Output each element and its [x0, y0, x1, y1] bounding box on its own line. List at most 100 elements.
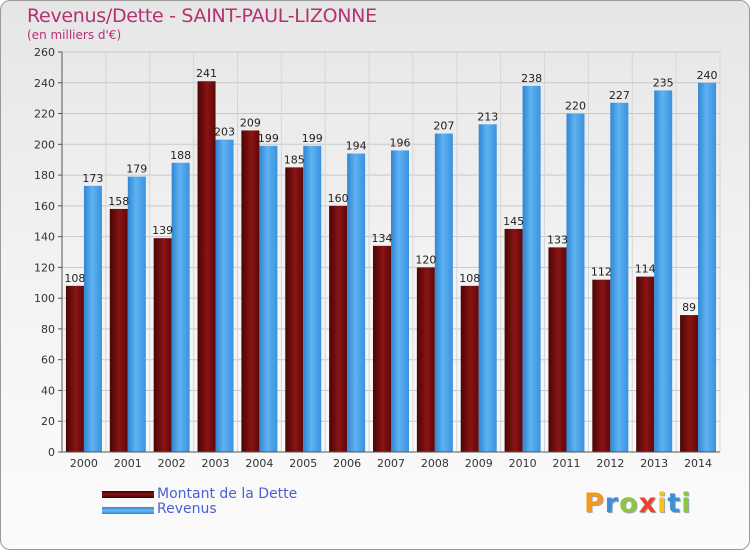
- x-tick-label: 2004: [245, 457, 273, 470]
- logo-letter: o: [619, 488, 639, 519]
- value-label-debt-2014: 89: [682, 301, 696, 314]
- legend-label-revenus: Revenus: [157, 501, 217, 517]
- value-label-debt-2008: 120: [415, 253, 436, 266]
- x-tick-label: 2001: [114, 457, 142, 470]
- y-tick-label: 260: [34, 46, 55, 59]
- value-label-debt-2002: 139: [152, 224, 173, 237]
- value-label-debt-2013: 114: [635, 263, 656, 276]
- x-tick-label: 2011: [552, 457, 580, 470]
- chart-title: Revenus/Dette - SAINT-PAUL-LIZONNE: [27, 5, 377, 27]
- y-tick-label: 20: [41, 415, 55, 428]
- value-label-revenus-2008: 207: [433, 120, 454, 133]
- bar-revenus-2003: [215, 139, 234, 452]
- y-tick-label: 140: [34, 231, 55, 244]
- bar-debt-2010: [504, 228, 523, 452]
- x-tick-label: 2003: [202, 457, 230, 470]
- bar-debt-2000: [65, 285, 84, 452]
- bar-revenus-2013: [654, 90, 673, 452]
- bar-revenus-2000: [83, 185, 102, 452]
- logo-letter: x: [638, 488, 658, 519]
- bars: [65, 81, 717, 453]
- bar-debt-2013: [636, 276, 655, 452]
- bar-revenus-2012: [610, 102, 629, 453]
- y-tick-label: 80: [41, 323, 55, 336]
- legend-label-debt: Montant de la Dette: [157, 486, 298, 502]
- bar-revenus-2008: [434, 133, 453, 453]
- bar-debt-2004: [241, 130, 260, 452]
- y-tick-label: 240: [34, 77, 55, 90]
- value-label-revenus-2001: 179: [126, 163, 147, 176]
- bar-debt-2003: [197, 81, 216, 452]
- legend-swatch-debt: [102, 491, 154, 498]
- value-label-revenus-2011: 220: [565, 100, 586, 113]
- bar-debt-2005: [285, 167, 304, 452]
- bar-debt-2008: [416, 267, 435, 452]
- x-tick-label: 2008: [421, 457, 449, 470]
- value-label-debt-2010: 145: [503, 215, 524, 228]
- value-label-revenus-2010: 238: [521, 72, 542, 85]
- bar-revenus-2006: [347, 153, 366, 453]
- bar-debt-2001: [109, 208, 128, 452]
- bar-revenus-2014: [698, 82, 717, 453]
- bar-revenus-2005: [303, 145, 322, 452]
- x-tick-label: 2009: [465, 457, 493, 470]
- value-label-debt-2000: 108: [64, 272, 85, 285]
- value-label-debt-2011: 133: [547, 233, 568, 246]
- x-tick-label: 2012: [596, 457, 624, 470]
- x-tick-label: 2006: [333, 457, 361, 470]
- bar-debt-2006: [329, 205, 348, 452]
- x-tick-label: 2005: [289, 457, 317, 470]
- x-tick-label: 2010: [509, 457, 537, 470]
- bar-debt-2012: [592, 279, 611, 452]
- value-labels: 108 173 158 179 139 188 241 203 209 199 185 199 160 1…: [64, 67, 717, 314]
- value-label-revenus-2013: 235: [653, 76, 674, 89]
- y-tick-label: 160: [34, 200, 55, 213]
- y-tick-label: 0: [48, 446, 55, 459]
- bar-revenus-2004: [259, 145, 278, 452]
- x-tick-label: 2007: [377, 457, 405, 470]
- value-label-revenus-2014: 240: [697, 69, 718, 82]
- value-label-revenus-2009: 213: [477, 110, 498, 123]
- bar-debt-2002: [153, 238, 172, 452]
- value-label-debt-2007: 134: [372, 232, 393, 245]
- legend-swatch-revenus: [102, 507, 154, 514]
- logo-letter: i: [681, 488, 692, 519]
- value-label-revenus-2005: 199: [302, 132, 323, 145]
- bar-revenus-2007: [391, 150, 409, 452]
- logo-letter: i: [657, 488, 668, 519]
- bar-revenus-2002: [171, 162, 190, 452]
- value-label-debt-2003: 241: [196, 67, 217, 80]
- bar-debt-2009: [460, 285, 479, 452]
- bar-revenus-2011: [566, 113, 585, 453]
- x-tick-label: 2014: [684, 457, 712, 470]
- value-label-revenus-2012: 227: [609, 89, 630, 102]
- value-label-revenus-2007: 196: [390, 136, 411, 149]
- value-label-debt-2001: 158: [108, 195, 129, 208]
- axes: 0 20 40 60 80 100 120 140 160 180 200 220 240 260 2000…: [34, 46, 720, 470]
- value-label-debt-2012: 112: [591, 266, 612, 279]
- y-tick-label: 40: [41, 384, 55, 397]
- x-tick-label: 2002: [158, 457, 186, 470]
- bar-debt-2014: [680, 315, 699, 452]
- value-label-revenus-2003: 203: [214, 126, 235, 139]
- bar-debt-2011: [548, 247, 567, 452]
- bar-revenus-2001: [127, 176, 146, 452]
- y-tick-label: 220: [34, 108, 55, 121]
- logo-letter: t: [667, 488, 682, 519]
- bar-revenus-2010: [522, 85, 541, 452]
- value-label-revenus-2006: 194: [346, 140, 367, 153]
- logo-letter: r: [604, 488, 620, 519]
- value-label-debt-2006: 160: [328, 192, 349, 205]
- logo-letter: P: [584, 488, 605, 519]
- proxiti-logo: Proxiti: [584, 488, 692, 519]
- y-tick-label: 60: [41, 354, 55, 367]
- bar-debt-2007: [373, 245, 391, 452]
- chart-subtitle: (en milliers d'€): [27, 28, 122, 42]
- y-tick-label: 100: [34, 292, 55, 305]
- value-label-revenus-2004: 199: [258, 132, 279, 145]
- y-tick-label: 200: [34, 138, 55, 151]
- value-label-revenus-2000: 173: [82, 172, 103, 185]
- y-tick-label: 120: [34, 261, 55, 274]
